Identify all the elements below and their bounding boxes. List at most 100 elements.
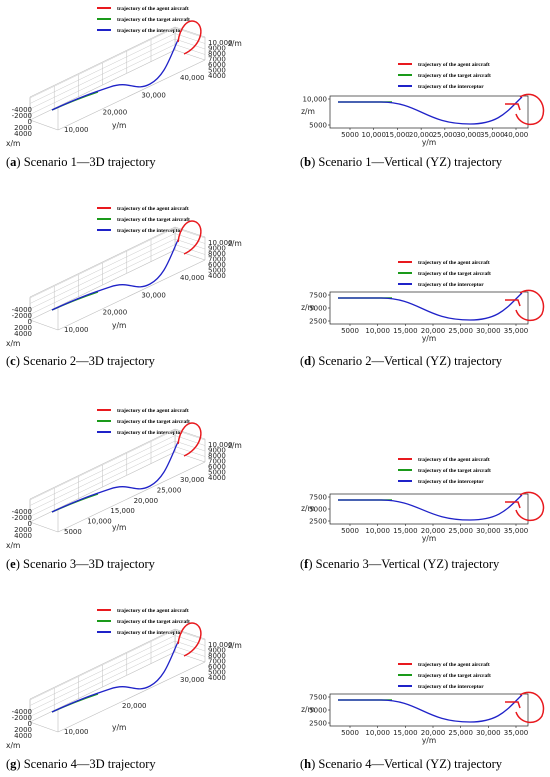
- x-tick-label: -4000: [12, 708, 32, 716]
- y-axis-label: y/m: [112, 523, 126, 532]
- legend: trajectory of the agent aircraft trajecto…: [398, 62, 491, 90]
- z-tick-label: 10,000: [208, 441, 233, 449]
- x-tick-label: 25,000: [433, 131, 458, 139]
- x-axis-label: x/m: [6, 139, 20, 148]
- x-tick-label: 15,000: [393, 729, 418, 737]
- x-axis-label: y/m: [422, 736, 436, 745]
- plot-frame: [329, 693, 529, 727]
- trajectory-interceptor: [51, 441, 179, 513]
- y-axis-label: y/m: [112, 723, 126, 732]
- legend-label-target: trajectory of the target aircraft: [117, 17, 190, 23]
- z-axis-label: z/m: [228, 239, 242, 248]
- y-tick-label: 40,000: [180, 74, 205, 82]
- grid-line: [174, 38, 206, 50]
- z-axis-label: z/m: [228, 39, 242, 48]
- grid-line: [29, 227, 176, 299]
- caption-c: (c) Scenario 2—3D trajectory: [6, 354, 155, 368]
- z-tick-label: 7000: [208, 458, 226, 466]
- caption-g: (g) Scenario 4—3D trajectory: [6, 757, 156, 771]
- z-tick-label: 6000: [208, 663, 226, 671]
- legend-label-agent: trajectory of the agent aircraft: [117, 206, 189, 212]
- box-edge: [29, 428, 176, 500]
- box-edge: [29, 521, 59, 533]
- x-tick-label: 15,000: [393, 327, 418, 335]
- z-tick-label: 5000: [208, 469, 226, 477]
- x-tick-label: 10,000: [365, 527, 390, 535]
- grid-line: [174, 238, 206, 250]
- grid-line: [174, 244, 206, 255]
- legend-label-interceptor: trajectory of the interceptor: [117, 228, 183, 234]
- y-tick-label: 30,000: [180, 476, 205, 484]
- legend-label-agent: trajectory of the agent aircraft: [117, 6, 189, 12]
- x-tick-label: 35,000: [504, 527, 529, 535]
- legend-label-target: trajectory of the target aircraft: [418, 271, 491, 277]
- box-edge: [29, 119, 59, 131]
- x-tick-label: 5000: [341, 327, 359, 335]
- x-tick-label: -4000: [12, 306, 32, 314]
- z-tick-label: 8000: [208, 250, 226, 258]
- x-tick-label: 30,000: [476, 527, 501, 535]
- legend-label-interceptor: trajectory of the interceptor: [117, 28, 183, 34]
- grid-line: [29, 440, 176, 512]
- x-tick-label: 2000: [14, 526, 32, 534]
- x-tick-label: 4000: [14, 532, 32, 540]
- x-tick-label: 0: [28, 318, 32, 326]
- grid-line: [29, 429, 176, 501]
- grid-line: [174, 44, 206, 55]
- x-tick-label: 2000: [14, 124, 32, 132]
- panel-a: trajectory of the agent aircraft trajecto…: [6, 6, 242, 148]
- z-tick-label: 5000: [208, 67, 226, 75]
- x-tick-label: 10,000: [361, 131, 386, 139]
- box-edge: [29, 721, 59, 733]
- legend: trajectory of the agent aircraft trajecto…: [398, 662, 491, 690]
- legend: trajectory of the agent aircraft trajecto…: [398, 260, 491, 288]
- legend-label-agent: trajectory of the agent aircraft: [418, 662, 490, 668]
- legend-label-interceptor: trajectory of the interceptor: [418, 684, 484, 690]
- legend-label-interceptor: trajectory of the interceptor: [418, 84, 484, 90]
- z-tick-label: 9000: [208, 245, 226, 253]
- panel-f: trajectory of the agent aircraft trajecto…: [301, 457, 545, 543]
- grid-line: [29, 629, 176, 701]
- x-tick-label: 20,000: [421, 527, 446, 535]
- y-tick-label: 5000: [309, 707, 327, 715]
- x-tick-label: 30,000: [476, 327, 501, 335]
- y-axis-label: z/m: [301, 107, 315, 116]
- y-axis-label: z/m: [301, 705, 315, 714]
- x-tick-label: 25,000: [448, 527, 473, 535]
- box-edge: [174, 249, 206, 261]
- caption-a: (a) Scenario 1—3D trajectory: [6, 155, 156, 169]
- legend-label-agent: trajectory of the agent aircraft: [418, 457, 490, 463]
- grid-line: [174, 440, 206, 452]
- x-axis-label: x/m: [6, 541, 20, 550]
- box-edge: [29, 319, 59, 331]
- grid-line: [174, 646, 206, 657]
- z-tick-label: 6000: [208, 261, 226, 269]
- z-tick-label: 9000: [208, 647, 226, 655]
- x-tick-label: 35,000: [504, 327, 529, 335]
- trajectory-agent: [177, 20, 202, 55]
- grid-line: [29, 33, 176, 104]
- y-tick-label: 10,000: [64, 326, 89, 334]
- trajectory-interceptor: [338, 292, 523, 321]
- y-tick-label: 15,000: [110, 507, 134, 515]
- grid-line: [29, 640, 176, 712]
- legend-label-target: trajectory of the target aircraft: [117, 619, 190, 625]
- x-tick-label: 25,000: [448, 729, 473, 737]
- grid-line: [29, 38, 176, 110]
- plot-frame: [329, 291, 529, 325]
- y-tick-label: 30,000: [141, 91, 166, 99]
- y-tick-label: 20,000: [103, 109, 128, 117]
- box-edge: [174, 651, 206, 663]
- z-tick-label: 8000: [208, 452, 226, 460]
- y-tick-label: 30,000: [180, 676, 205, 684]
- z-axis-label: z/m: [228, 441, 242, 450]
- z-tick-label: 10,000: [208, 39, 233, 47]
- x-tick-label: 5000: [341, 729, 359, 737]
- box-edge: [57, 59, 206, 131]
- x-tick-label: -2000: [12, 312, 32, 320]
- z-axis-label: z/m: [228, 641, 242, 650]
- legend-label-interceptor: trajectory of the interceptor: [117, 430, 183, 436]
- trajectory-interceptor: [338, 96, 523, 125]
- legend: trajectory of the agent aircraft trajecto…: [97, 206, 190, 234]
- legend: trajectory of the agent aircraft trajecto…: [97, 408, 190, 436]
